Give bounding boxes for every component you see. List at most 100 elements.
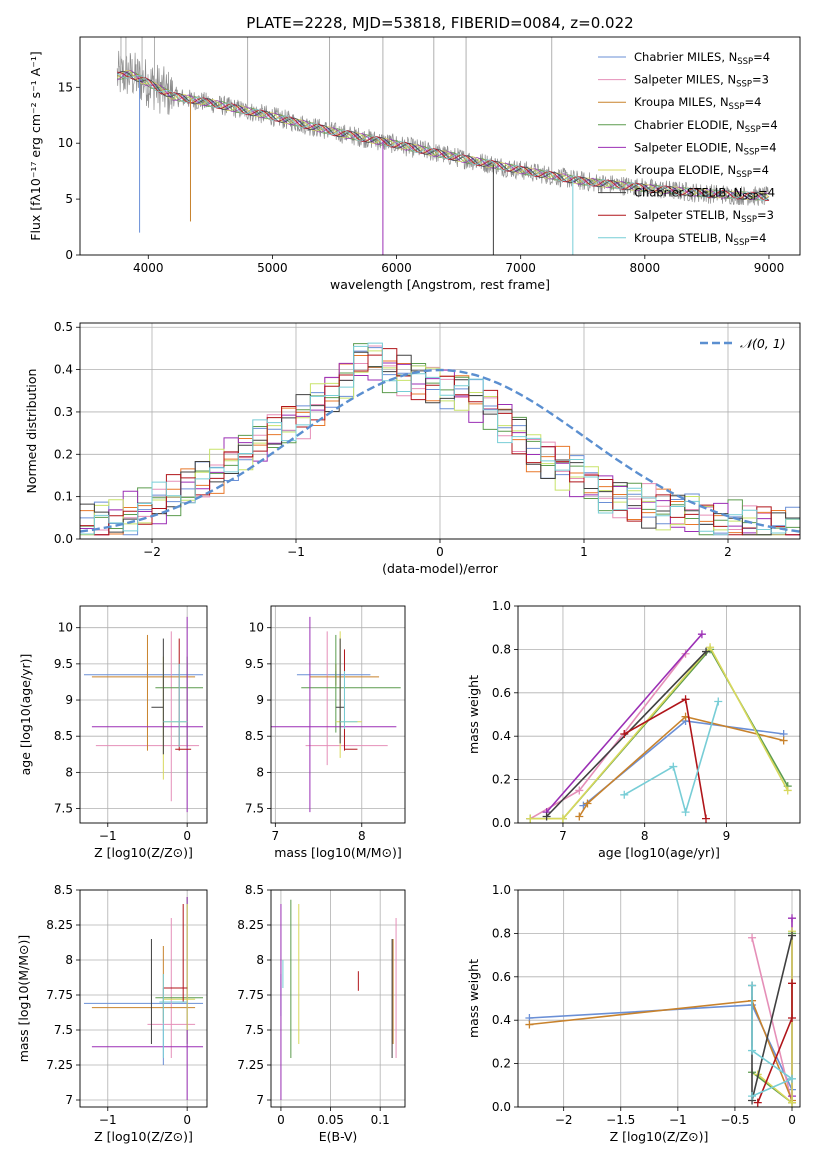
legend-entry-text: Kroupa ELODIE, N bbox=[634, 163, 736, 177]
mass_vs_ebv-panel: 0 0.05 0.1 7 7.25 7.5 7.75 8 8.25 8.5 E(B-V) bbox=[237, 883, 406, 1144]
x-tick-label: −1 bbox=[99, 1113, 117, 1127]
y-axis-label: mass [log10(M/M⊙)] bbox=[16, 935, 31, 1063]
x-tick-label: 6000 bbox=[381, 261, 412, 275]
model-spectrum-line bbox=[117, 71, 770, 201]
x-tick-label: −1 bbox=[287, 545, 305, 559]
legend-entry-subscript: SSP bbox=[741, 215, 757, 225]
weight-point-marker bbox=[681, 695, 690, 704]
weight-point-marker bbox=[753, 1098, 762, 1107]
weight-point-marker bbox=[748, 1046, 757, 1055]
weight-point-marker bbox=[783, 786, 792, 795]
x-tick-label: 7000 bbox=[505, 261, 536, 275]
y-tick-label: 8 bbox=[256, 765, 264, 779]
y-tick-label: 10 bbox=[58, 136, 73, 150]
model-spectrum-line bbox=[116, 74, 770, 201]
x-tick-label: 0 bbox=[183, 829, 191, 843]
weight-series-line bbox=[623, 701, 720, 816]
x-tick-label: 7 bbox=[272, 829, 280, 843]
age_vs_Z-panel: −1 0 7.5 8 8.5 9 9.5 10 Z [log10(Z/Z⊙)] age [log1… bbox=[18, 605, 208, 860]
x-axis-label: Z [log10(Z/Z⊙)] bbox=[94, 845, 193, 860]
weight_vs_Z-panel: −2 −1.5 −1 −0.5 0 0.0 0.2 0.4 0.6 0.8 1.0 Z [log10(… bbox=[466, 883, 801, 1144]
legend-entry-subscript: SSP bbox=[742, 193, 758, 203]
model-spectrum-line bbox=[117, 71, 770, 201]
y-tick-label: 7.25 bbox=[237, 1058, 264, 1072]
normal-curve bbox=[79, 368, 801, 533]
weight-point-marker bbox=[748, 981, 757, 990]
y-tick-label: 8.5 bbox=[245, 729, 264, 743]
x-tick-label: 5000 bbox=[257, 261, 288, 275]
axes-frame bbox=[270, 605, 406, 824]
axes-frame bbox=[79, 36, 801, 256]
x-axis-label: Z [log10(Z/Z⊙)] bbox=[94, 1129, 193, 1144]
legend-entry: Salpeter MILES, NSSP=3 bbox=[634, 73, 769, 90]
legend-entry-subscript: SSP bbox=[744, 147, 760, 157]
y-tick-label: 0.4 bbox=[492, 729, 511, 743]
weight_vs_age-marks bbox=[526, 630, 792, 823]
weight-point-marker bbox=[525, 1020, 534, 1029]
y-tick-label: 9.5 bbox=[245, 657, 264, 671]
weight-point-marker bbox=[788, 1014, 797, 1023]
weight-point-marker bbox=[702, 814, 710, 823]
y-axis-label: Flux [fλ10⁻¹⁷ erg cm⁻² s⁻¹ A⁻¹] bbox=[28, 51, 43, 240]
y-tick-label: 0.6 bbox=[492, 970, 511, 984]
legend-entry-text: Chabrier MILES, N bbox=[634, 50, 737, 64]
y-tick-label: 0.8 bbox=[492, 642, 511, 656]
legend-entry-suffix: =4 bbox=[760, 140, 777, 154]
x-tick-label: −1 bbox=[669, 1113, 687, 1127]
y-tick-label: 0.6 bbox=[492, 686, 511, 700]
y-tick-label: 7.5 bbox=[245, 802, 264, 816]
y-tick-label: 8.25 bbox=[237, 918, 264, 932]
axes-frame bbox=[79, 889, 208, 1108]
weight-series-line bbox=[578, 715, 784, 817]
weight-point-marker bbox=[788, 1098, 797, 1107]
y-tick-label: 8.5 bbox=[54, 729, 73, 743]
y-tick-label: 9 bbox=[256, 693, 264, 707]
weight-series-line bbox=[545, 633, 703, 813]
y-tick-label: 9 bbox=[65, 693, 73, 707]
x-tick-label: 1 bbox=[580, 545, 588, 559]
weight-point-marker bbox=[620, 730, 629, 739]
legend-entry: Chabrier ELODIE, NSSP=4 bbox=[634, 118, 778, 135]
weight-point-marker bbox=[681, 808, 690, 817]
legend-entry-subscript: SSP bbox=[745, 125, 761, 135]
x-tick-label: −1.5 bbox=[606, 1113, 635, 1127]
y-tick-label: 10 bbox=[249, 621, 264, 635]
y-tick-label: 7 bbox=[256, 1093, 264, 1107]
x-tick-label: 0 bbox=[788, 1113, 796, 1127]
x-axis-label: E(B-V) bbox=[319, 1129, 358, 1144]
legend-entry-text: Kroupa STELIB, N bbox=[634, 231, 734, 245]
legend-entry-subscript: SSP bbox=[736, 80, 752, 90]
weight-point-marker bbox=[788, 914, 797, 923]
y-tick-label: 10 bbox=[58, 621, 73, 635]
x-axis-label: (data-model)/error bbox=[382, 561, 499, 576]
spectrum-marks bbox=[116, 37, 770, 255]
weight-point-marker bbox=[697, 630, 706, 639]
y-tick-label: 1.0 bbox=[492, 599, 511, 613]
legend-entry: Chabrier MILES, NSSP=4 bbox=[634, 50, 770, 67]
y-axis-label: age [log10(age/yr)] bbox=[18, 654, 33, 776]
model-spectrum-line bbox=[116, 73, 770, 201]
y-tick-label: 7.5 bbox=[245, 1023, 264, 1037]
legend-entry-suffix: =4 bbox=[744, 95, 761, 109]
y-tick-label: 8 bbox=[256, 953, 264, 967]
figure-title: PLATE=2228, MJD=53818, FIBERID=0084, z=0… bbox=[246, 14, 633, 32]
mass_vs_Z-marks bbox=[83, 897, 204, 1100]
legend-entry-subscript: SSP bbox=[734, 238, 750, 248]
y-tick-label: 7.75 bbox=[237, 988, 264, 1002]
weight-point-marker bbox=[748, 933, 757, 942]
model-spectrum-line bbox=[117, 69, 770, 200]
axes-frame bbox=[517, 889, 801, 1108]
legend-entry-text: Chabrier ELODIE, N bbox=[634, 118, 745, 132]
x-tick-label: 9 bbox=[723, 829, 731, 843]
legend-entry: Chabrier STELIB, NSSP=4 bbox=[634, 186, 775, 203]
legend-entry: Kroupa STELIB, NSSP=4 bbox=[634, 231, 766, 248]
y-tick-label: 0.4 bbox=[492, 1013, 511, 1027]
y-tick-label: 7.5 bbox=[54, 1023, 73, 1037]
legend-entry-text: Salpeter ELODIE, N bbox=[634, 140, 744, 154]
model-spectrum-line bbox=[116, 70, 770, 201]
y-tick-label: 9.5 bbox=[54, 657, 73, 671]
weight_vs_Z-marks bbox=[525, 914, 797, 1107]
x-tick-label: 8 bbox=[641, 829, 649, 843]
x-tick-label: −2 bbox=[555, 1113, 573, 1127]
